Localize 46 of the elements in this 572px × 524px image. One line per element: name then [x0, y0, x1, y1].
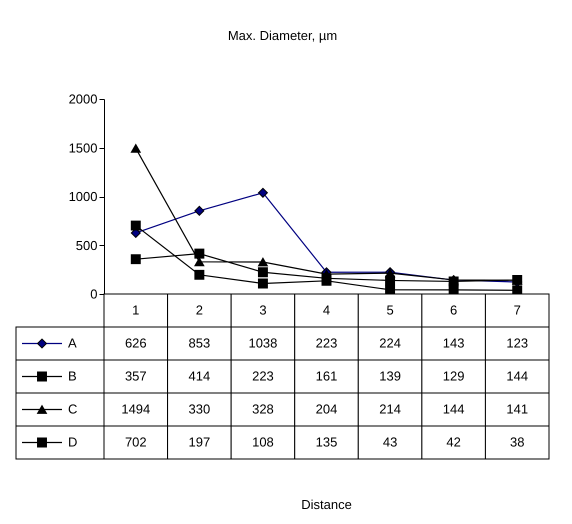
x-tick-label: 3	[259, 302, 267, 318]
data-label: 414	[188, 368, 210, 384]
y-tick-label: 1000	[68, 189, 98, 204]
data-label: 141	[506, 402, 528, 416]
legend-label: D	[68, 434, 78, 450]
data-label: 143	[442, 336, 464, 350]
data-label: 702	[124, 434, 147, 450]
data-label: 853	[188, 336, 210, 350]
x-tick-label: 5	[386, 302, 394, 318]
y-tick-label: 500	[76, 238, 98, 253]
data-label: 42	[446, 434, 461, 450]
data-label: 135	[316, 434, 338, 450]
data-label: 1494	[121, 402, 150, 416]
legend-label: B	[68, 368, 77, 384]
chart-title: Max. Diameter, µm	[228, 28, 338, 43]
y-tick-label: 0	[90, 286, 98, 302]
data-label: 144	[442, 402, 464, 416]
x-tick-label: 4	[322, 302, 330, 318]
x-tick-label: 6	[450, 302, 458, 318]
data-label: 161	[316, 368, 338, 384]
data-label: 223	[316, 336, 338, 350]
y-tick-label: 2000	[68, 92, 98, 106]
data-label: 330	[188, 402, 210, 416]
data-label: 108	[252, 434, 274, 450]
legend-label: A	[68, 336, 77, 350]
text: Distance	[301, 497, 352, 512]
data-label: 197	[188, 434, 210, 450]
data-label: 123	[506, 336, 528, 350]
data-label: 328	[252, 402, 274, 416]
x-tick-label: 1	[132, 302, 140, 318]
data-label: 38	[510, 434, 524, 450]
data-label: 357	[124, 368, 147, 384]
data-label: 204	[316, 402, 338, 416]
data-label: 223	[252, 368, 274, 384]
data-label: 224	[379, 336, 401, 350]
data-label: 626	[124, 336, 147, 350]
x-tick-label: 7	[514, 302, 521, 318]
data-label: 1038	[248, 336, 278, 350]
y-tick-label: 1500	[68, 140, 98, 156]
data-label: 43	[382, 434, 398, 450]
data-label: 214	[379, 402, 401, 416]
data-label: 139	[379, 368, 401, 384]
legend-label: C	[68, 402, 78, 416]
data-label: 144	[506, 368, 528, 384]
x-tick-label: 2	[196, 302, 203, 318]
data-label: 129	[442, 368, 464, 384]
